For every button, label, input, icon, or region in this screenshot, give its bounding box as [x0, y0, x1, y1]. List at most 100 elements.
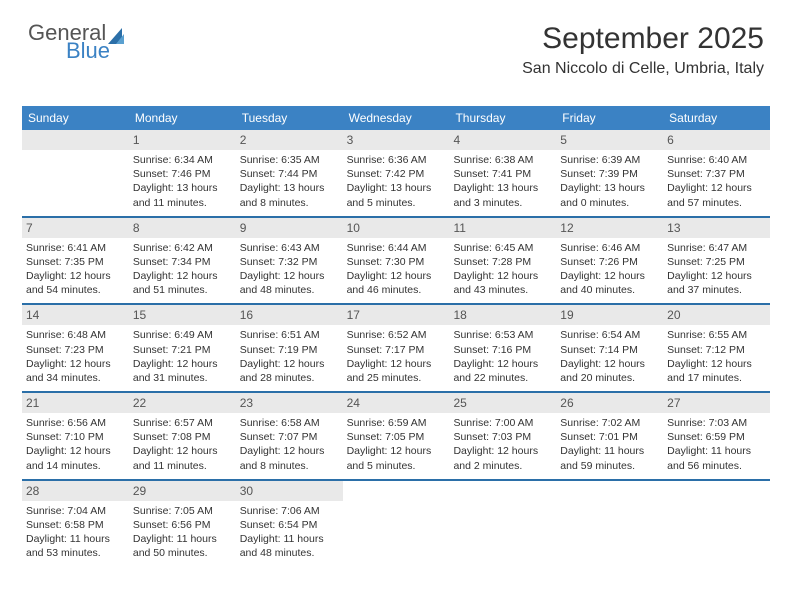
sunset: Sunset: 7:44 PM — [240, 167, 339, 181]
sunset: Sunset: 6:56 PM — [133, 518, 232, 532]
day-details: Sunrise: 6:55 AMSunset: 7:12 PMDaylight:… — [667, 328, 766, 385]
day-details: Sunrise: 6:34 AMSunset: 7:46 PMDaylight:… — [133, 153, 232, 210]
daylight: Daylight: 12 hours and 11 minutes. — [133, 444, 232, 472]
sunset: Sunset: 7:12 PM — [667, 343, 766, 357]
sunset: Sunset: 7:30 PM — [347, 255, 446, 269]
daylight: Daylight: 12 hours and 2 minutes. — [453, 444, 552, 472]
day-cell: 29 Sunrise: 7:05 AMSunset: 6:56 PMDayligh… — [129, 481, 236, 567]
sunset: Sunset: 7:34 PM — [133, 255, 232, 269]
daylight: Daylight: 12 hours and 8 minutes. — [240, 444, 339, 472]
daylight: Daylight: 12 hours and 37 minutes. — [667, 269, 766, 297]
sunset: Sunset: 7:37 PM — [667, 167, 766, 181]
weekday-label: Friday — [556, 106, 663, 130]
day-cell: 16Sunrise: 6:51 AMSunset: 7:19 PMDayligh… — [236, 305, 343, 391]
sunrise: Sunrise: 6:59 AM — [347, 416, 446, 430]
location-subtitle: San Niccolo di Celle, Umbria, Italy — [522, 60, 764, 78]
sunrise: Sunrise: 6:38 AM — [453, 153, 552, 167]
day-details: Sunrise: 6:39 AMSunset: 7:39 PMDaylight:… — [560, 153, 659, 210]
daylight: Daylight: 12 hours and 25 minutes. — [347, 357, 446, 385]
sunrise: Sunrise: 6:58 AM — [240, 416, 339, 430]
sunset: Sunset: 7:23 PM — [26, 343, 125, 357]
sunset: Sunset: 7:26 PM — [560, 255, 659, 269]
day-cell: 25Sunrise: 7:00 AMSunset: 7:03 PMDayligh… — [449, 393, 556, 479]
sunset: Sunset: 7:03 PM — [453, 430, 552, 444]
week-row: 7Sunrise: 6:41 AMSunset: 7:35 PMDaylight… — [22, 218, 770, 306]
day-cell: 4Sunrise: 6:38 AMSunset: 7:41 PMDaylight… — [449, 130, 556, 216]
sunset: Sunset: 7:28 PM — [453, 255, 552, 269]
sunrise: Sunrise: 7:00 AM — [453, 416, 552, 430]
day-number: 16 — [236, 305, 343, 325]
daylight: Daylight: 12 hours and 34 minutes. — [26, 357, 125, 385]
day-number: 18 — [449, 305, 556, 325]
sunrise: Sunrise: 6:35 AM — [240, 153, 339, 167]
sunrise: Sunrise: 6:49 AM — [133, 328, 232, 342]
day-number: 13 — [663, 218, 770, 238]
weekday-label: Tuesday — [236, 106, 343, 130]
sunrise: Sunrise: 7:03 AM — [667, 416, 766, 430]
day-details: Sunrise: 7:05 AMSunset: 6:56 PMDaylight:… — [133, 504, 232, 561]
sunset: Sunset: 7:14 PM — [560, 343, 659, 357]
day-details: Sunrise: 6:56 AMSunset: 7:10 PMDaylight:… — [26, 416, 125, 473]
day-number: 29 — [129, 481, 236, 501]
daylight: Daylight: 12 hours and 14 minutes. — [26, 444, 125, 472]
day-cell: 9Sunrise: 6:43 AMSunset: 7:32 PMDaylight… — [236, 218, 343, 304]
title-block: September 2025 San Niccolo di Celle, Umb… — [522, 22, 764, 78]
sunrise: Sunrise: 6:56 AM — [26, 416, 125, 430]
sunrise: Sunrise: 6:57 AM — [133, 416, 232, 430]
daylight: Daylight: 12 hours and 54 minutes. — [26, 269, 125, 297]
day-cell: 20Sunrise: 6:55 AMSunset: 7:12 PMDayligh… — [663, 305, 770, 391]
day-details: Sunrise: 6:59 AMSunset: 7:05 PMDaylight:… — [347, 416, 446, 473]
day-cell: 21Sunrise: 6:56 AMSunset: 7:10 PMDayligh… — [22, 393, 129, 479]
sunset: Sunset: 7:10 PM — [26, 430, 125, 444]
sunrise: Sunrise: 6:48 AM — [26, 328, 125, 342]
sunrise: Sunrise: 7:05 AM — [133, 504, 232, 518]
day-details: Sunrise: 6:35 AMSunset: 7:44 PMDaylight:… — [240, 153, 339, 210]
sunset: Sunset: 7:39 PM — [560, 167, 659, 181]
day-cell: 26Sunrise: 7:02 AMSunset: 7:01 PMDayligh… — [556, 393, 663, 479]
day-number: 22 — [129, 393, 236, 413]
daylight: Daylight: 12 hours and 20 minutes. — [560, 357, 659, 385]
sunrise: Sunrise: 7:02 AM — [560, 416, 659, 430]
day-number: 10 — [343, 218, 450, 238]
day-details: Sunrise: 6:36 AMSunset: 7:42 PMDaylight:… — [347, 153, 446, 210]
sunset: Sunset: 7:05 PM — [347, 430, 446, 444]
sunset: Sunset: 6:54 PM — [240, 518, 339, 532]
sunrise: Sunrise: 6:55 AM — [667, 328, 766, 342]
daylight: Daylight: 11 hours and 53 minutes. — [26, 532, 125, 560]
weekday-label: Monday — [129, 106, 236, 130]
day-cell: 17Sunrise: 6:52 AMSunset: 7:17 PMDayligh… — [343, 305, 450, 391]
day-details: Sunrise: 6:46 AMSunset: 7:26 PMDaylight:… — [560, 241, 659, 298]
daylight: Daylight: 13 hours and 0 minutes. — [560, 181, 659, 209]
day-details: Sunrise: 6:45 AMSunset: 7:28 PMDaylight:… — [453, 241, 552, 298]
weekday-label: Saturday — [663, 106, 770, 130]
sunrise: Sunrise: 6:47 AM — [667, 241, 766, 255]
sunrise: Sunrise: 6:43 AM — [240, 241, 339, 255]
sunrise: Sunrise: 6:41 AM — [26, 241, 125, 255]
sunset: Sunset: 7:01 PM — [560, 430, 659, 444]
day-number: 17 — [343, 305, 450, 325]
sunset: Sunset: 6:59 PM — [667, 430, 766, 444]
month-title: September 2025 — [522, 22, 764, 56]
day-cell: 10Sunrise: 6:44 AMSunset: 7:30 PMDayligh… — [343, 218, 450, 304]
daylight: Daylight: 11 hours and 56 minutes. — [667, 444, 766, 472]
day-details: Sunrise: 6:42 AMSunset: 7:34 PMDaylight:… — [133, 241, 232, 298]
day-cell — [22, 130, 129, 216]
sunrise: Sunrise: 6:46 AM — [560, 241, 659, 255]
weeks: 1Sunrise: 6:34 AMSunset: 7:46 PMDaylight… — [22, 130, 770, 566]
day-number: 6 — [663, 130, 770, 150]
day-cell: 3Sunrise: 6:36 AMSunset: 7:42 PMDaylight… — [343, 130, 450, 216]
day-cell: 18Sunrise: 6:53 AMSunset: 7:16 PMDayligh… — [449, 305, 556, 391]
day-cell: 8 Sunrise: 6:42 AMSunset: 7:34 PMDaylight… — [129, 218, 236, 304]
weekday-label: Sunday — [22, 106, 129, 130]
day-number: 8 — [129, 218, 236, 238]
day-number: 19 — [556, 305, 663, 325]
daylight: Daylight: 12 hours and 22 minutes. — [453, 357, 552, 385]
daylight: Daylight: 12 hours and 31 minutes. — [133, 357, 232, 385]
daylight: Daylight: 11 hours and 59 minutes. — [560, 444, 659, 472]
day-number: 4 — [449, 130, 556, 150]
sunset: Sunset: 7:41 PM — [453, 167, 552, 181]
daylight: Daylight: 12 hours and 51 minutes. — [133, 269, 232, 297]
day-number: 9 — [236, 218, 343, 238]
day-cell: 27Sunrise: 7:03 AMSunset: 6:59 PMDayligh… — [663, 393, 770, 479]
day-details: Sunrise: 7:03 AMSunset: 6:59 PMDaylight:… — [667, 416, 766, 473]
